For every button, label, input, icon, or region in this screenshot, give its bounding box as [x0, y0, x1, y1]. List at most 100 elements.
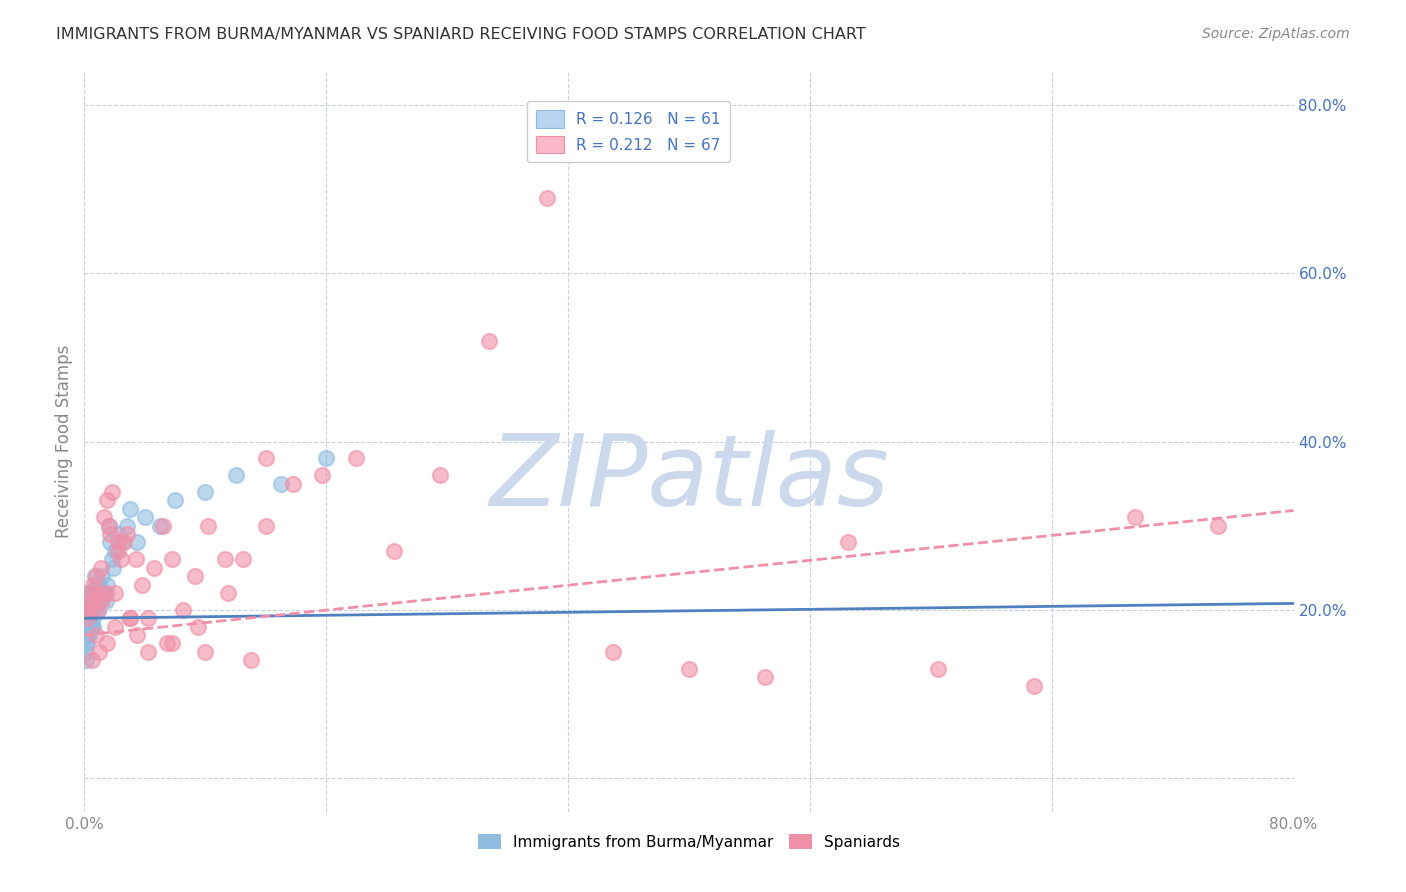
Point	[536, 190, 558, 204]
Point	[79, 586, 101, 600]
Point	[315, 451, 337, 466]
Point	[77, 603, 100, 617]
Point	[76, 619, 98, 633]
Point	[382, 544, 405, 558]
Y-axis label: Receiving Food Stamps: Receiving Food Stamps	[55, 345, 73, 538]
Point	[84, 594, 107, 608]
Point	[97, 518, 120, 533]
Point	[96, 577, 118, 591]
Point	[77, 594, 100, 608]
Point	[104, 544, 127, 558]
Point	[82, 619, 104, 633]
Point	[84, 603, 107, 617]
Point	[90, 586, 112, 600]
Point	[254, 451, 277, 466]
Point	[96, 493, 118, 508]
Point	[76, 611, 98, 625]
Point	[111, 535, 134, 549]
Point	[311, 468, 333, 483]
Point	[86, 569, 108, 583]
Point	[94, 594, 117, 608]
Text: Source: ZipAtlas.com: Source: ZipAtlas.com	[1202, 27, 1350, 41]
Point	[77, 619, 100, 633]
Point	[194, 645, 217, 659]
Point	[160, 636, 183, 650]
Point	[76, 611, 98, 625]
Point	[197, 518, 219, 533]
Point	[136, 645, 159, 659]
Point	[87, 603, 110, 617]
Point	[96, 636, 118, 650]
Point	[214, 552, 236, 566]
Point	[134, 510, 156, 524]
Point	[100, 552, 122, 566]
Point	[84, 569, 107, 583]
Point	[76, 628, 98, 642]
Point	[77, 611, 100, 625]
Point	[80, 603, 103, 617]
Point	[142, 560, 165, 574]
Point	[118, 611, 141, 625]
Point	[478, 334, 501, 348]
Point	[131, 577, 153, 591]
Point	[79, 586, 101, 600]
Point	[76, 636, 98, 650]
Point	[76, 586, 98, 600]
Point	[90, 560, 112, 574]
Point	[115, 527, 138, 541]
Point	[152, 518, 174, 533]
Point	[118, 611, 141, 625]
Point	[79, 611, 101, 625]
Point	[80, 586, 103, 600]
Point	[84, 586, 107, 600]
Point	[172, 603, 194, 617]
Point	[107, 527, 129, 541]
Point	[94, 586, 117, 600]
Legend: Immigrants from Burma/Myanmar, Spaniards: Immigrants from Burma/Myanmar, Spaniards	[472, 828, 905, 856]
Point	[89, 577, 111, 591]
Point	[86, 628, 108, 642]
Point	[232, 552, 254, 566]
Point	[254, 518, 277, 533]
Point	[149, 518, 172, 533]
Point	[75, 603, 97, 617]
Point	[86, 594, 108, 608]
Point	[75, 645, 97, 659]
Point	[98, 535, 121, 549]
Point	[87, 603, 110, 617]
Point	[79, 619, 101, 633]
Point	[602, 645, 624, 659]
Point	[115, 518, 138, 533]
Point	[104, 619, 127, 633]
Point	[754, 670, 776, 684]
Point	[93, 586, 115, 600]
Point	[104, 586, 127, 600]
Point	[91, 569, 114, 583]
Point	[1022, 679, 1045, 693]
Point	[79, 603, 101, 617]
Point	[678, 662, 700, 676]
Point	[270, 476, 292, 491]
Point	[837, 535, 859, 549]
Point	[77, 628, 100, 642]
Point	[165, 493, 187, 508]
Text: ZIPatlas: ZIPatlas	[489, 430, 889, 527]
Point	[80, 653, 103, 667]
Point	[75, 594, 97, 608]
Point	[75, 636, 97, 650]
Point	[89, 586, 111, 600]
Point	[80, 603, 103, 617]
Point	[1206, 518, 1229, 533]
Point	[97, 518, 120, 533]
Point	[101, 560, 124, 574]
Point	[156, 636, 179, 650]
Point	[125, 552, 148, 566]
Point	[429, 468, 451, 483]
Point	[82, 594, 104, 608]
Point	[82, 577, 104, 591]
Point	[160, 552, 183, 566]
Point	[80, 594, 103, 608]
Point	[82, 611, 104, 625]
Point	[87, 586, 110, 600]
Point	[112, 535, 135, 549]
